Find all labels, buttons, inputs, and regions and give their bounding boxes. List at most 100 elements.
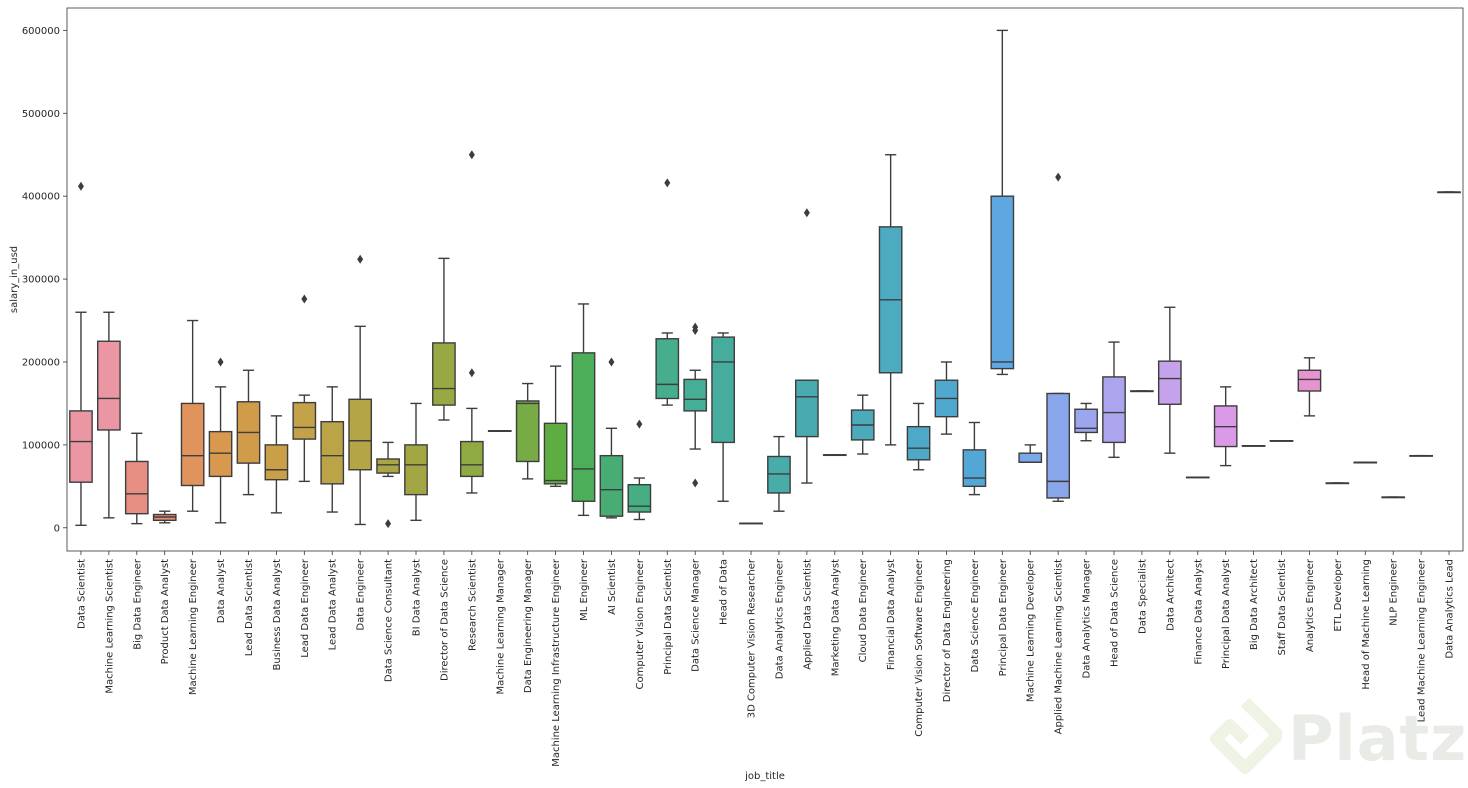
box-body	[208, 430, 233, 478]
box-13	[432, 257, 456, 421]
outlier-point	[692, 322, 699, 332]
x-tick-label: ETL Developer	[1333, 558, 1344, 631]
outlier-point	[1055, 172, 1062, 182]
box-12	[404, 402, 428, 522]
box-43	[1269, 440, 1294, 442]
box-body	[69, 410, 93, 483]
box-6	[236, 369, 261, 496]
x-tick-label: Data Science Consultant	[384, 559, 395, 682]
box-44	[1297, 357, 1322, 417]
box-29	[878, 154, 903, 446]
x-tick-label: 3D Computer Vision Researcher	[747, 558, 758, 718]
box-body	[1297, 369, 1322, 392]
y-tick-label: 100000	[22, 440, 60, 451]
box-body	[1046, 392, 1071, 499]
x-tick-label: Cloud Data Engineer	[858, 558, 869, 662]
y-axis-label: salary_in_usd	[9, 246, 20, 313]
box-28	[850, 394, 875, 455]
x-tick-label: ML Engineer	[579, 558, 590, 621]
box-body	[767, 455, 791, 494]
platzi-logo-icon	[1210, 698, 1282, 774]
outlier-point	[664, 178, 671, 188]
box-33	[990, 29, 1015, 376]
x-tick-label: Principal Data Analyst	[1221, 559, 1232, 669]
x-tick-label: Director of Data Engineering	[942, 559, 953, 702]
box-31	[934, 361, 959, 435]
y-tick-label: 300000	[22, 275, 60, 286]
x-tick-label: Data Architect	[1165, 559, 1176, 631]
x-tick-label: Data Analytics Lead	[1445, 559, 1456, 659]
box-body	[962, 449, 987, 488]
box-30	[906, 402, 931, 471]
x-tick-label: Staff Data Scientist	[1277, 559, 1288, 656]
box-34	[1018, 444, 1043, 463]
x-tick-label: Head of Machine Learning	[1361, 559, 1372, 690]
box-4	[180, 319, 205, 512]
x-tick-label: Data Science Engineer	[970, 558, 981, 672]
outlier-point	[468, 368, 475, 378]
x-tick-label: AI Scientist	[607, 559, 618, 615]
box-11	[376, 441, 400, 529]
box-25	[767, 435, 791, 512]
x-tick-label: Lead Data Engineer	[300, 558, 311, 658]
box-body	[655, 338, 680, 400]
x-tick-label: Finance Data Analyst	[1193, 559, 1204, 665]
box-0	[69, 181, 93, 527]
box-body	[627, 483, 652, 513]
box-39	[1157, 306, 1182, 454]
box-38	[1130, 390, 1154, 393]
box-5	[208, 357, 233, 524]
box-body	[320, 420, 345, 485]
x-tick-label: Machine Learning Engineer	[188, 558, 199, 695]
box-body	[543, 422, 568, 485]
watermark-text: Platzi	[1288, 702, 1468, 775]
x-tick-label: Computer Vision Software Engineer	[914, 558, 925, 737]
x-tick-label: Product Data Analyst	[160, 559, 171, 664]
box-27	[822, 454, 847, 457]
x-tick-label: Machine Learning Scientist	[104, 559, 115, 694]
box-body	[990, 195, 1015, 370]
outlier-point	[468, 150, 475, 160]
outlier-point	[803, 208, 810, 218]
x-tick-label: Head of Data	[719, 559, 730, 625]
x-tick-label: Data Science Manager	[691, 558, 702, 672]
x-tick-label: Lead Data Analyst	[328, 559, 339, 650]
x-tick-label: Machine Learning Infrastructure Engineer	[551, 558, 562, 767]
plot-area	[69, 29, 1461, 529]
x-tick-label: Research Scientist	[467, 559, 478, 651]
box-body	[1102, 376, 1126, 444]
box-body	[124, 460, 149, 515]
box-48	[1409, 454, 1433, 457]
box-14	[459, 150, 484, 494]
y-tick-label: 500000	[22, 109, 60, 120]
box-body	[711, 336, 735, 444]
x-tick-label: Principal Data Engineer	[998, 558, 1009, 676]
outlier-point	[608, 357, 615, 367]
box-16	[515, 382, 540, 480]
box-24	[739, 522, 763, 525]
x-tick-label: Principal Data Scientist	[663, 559, 674, 675]
box-body	[515, 400, 540, 463]
box-body	[795, 379, 819, 438]
box-45	[1325, 482, 1350, 485]
x-tick-label: Data Analytics Manager	[1082, 558, 1093, 678]
x-tick-label: NLP Engineer	[1389, 558, 1400, 626]
box-body	[348, 398, 373, 471]
x-tick-label: Data Engineer	[356, 558, 367, 630]
x-tick-label: Data Scientist	[76, 559, 87, 629]
box-body	[264, 444, 289, 481]
x-axis-label: job_title	[744, 771, 785, 782]
box-32	[962, 421, 987, 496]
box-1	[97, 311, 121, 519]
x-tick-label: Data Analyst	[216, 559, 227, 623]
y-tick-label: 400000	[22, 192, 60, 203]
x-tick-label: Big Data Engineer	[132, 558, 143, 650]
box-body	[459, 440, 484, 478]
box-8	[292, 294, 317, 483]
y-axis: 0 100000 200000 300000 400000 500000 600000	[22, 26, 67, 534]
outlier-point	[357, 254, 364, 264]
box-body	[432, 342, 456, 406]
x-tick-label: Computer Vision Engineer	[635, 558, 646, 689]
x-tick-label: Applied Machine Learning Scientist	[1054, 559, 1065, 734]
